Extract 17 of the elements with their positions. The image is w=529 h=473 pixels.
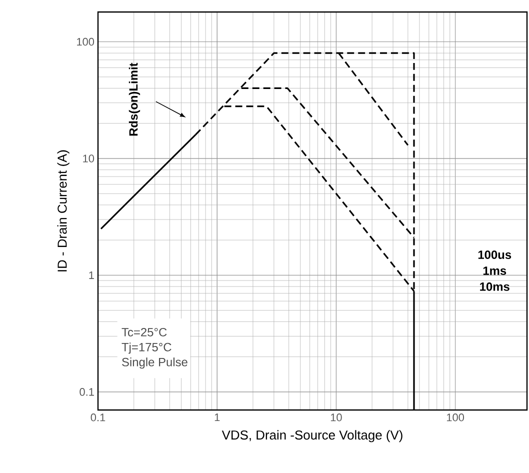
y-tick-label: 1 bbox=[89, 271, 94, 279]
annotation: Rds(on)Limit bbox=[128, 62, 140, 136]
y-tick-label: 100 bbox=[77, 38, 94, 46]
x-tick-label: 1 bbox=[214, 414, 220, 422]
annotation: 1ms bbox=[483, 266, 506, 275]
annotation: Single Pulse bbox=[122, 358, 188, 369]
annotation: 100us bbox=[478, 250, 512, 259]
x-axis-title: VDS, Drain -Source Voltage (V) bbox=[222, 430, 402, 442]
y-axis-title: ID - Drain Current (A) bbox=[57, 150, 70, 272]
x-tick-label: 100 bbox=[446, 414, 464, 422]
annotation: Tc=25°C bbox=[122, 328, 167, 336]
annotation: Tj=175°C bbox=[122, 342, 172, 354]
annotation: 10ms bbox=[480, 282, 510, 291]
y-tick-label: 10 bbox=[83, 154, 94, 162]
x-tick-label: 10 bbox=[330, 414, 342, 422]
y-tick-label: 0.1 bbox=[80, 388, 94, 396]
x-tick-label: 0.1 bbox=[90, 414, 106, 422]
